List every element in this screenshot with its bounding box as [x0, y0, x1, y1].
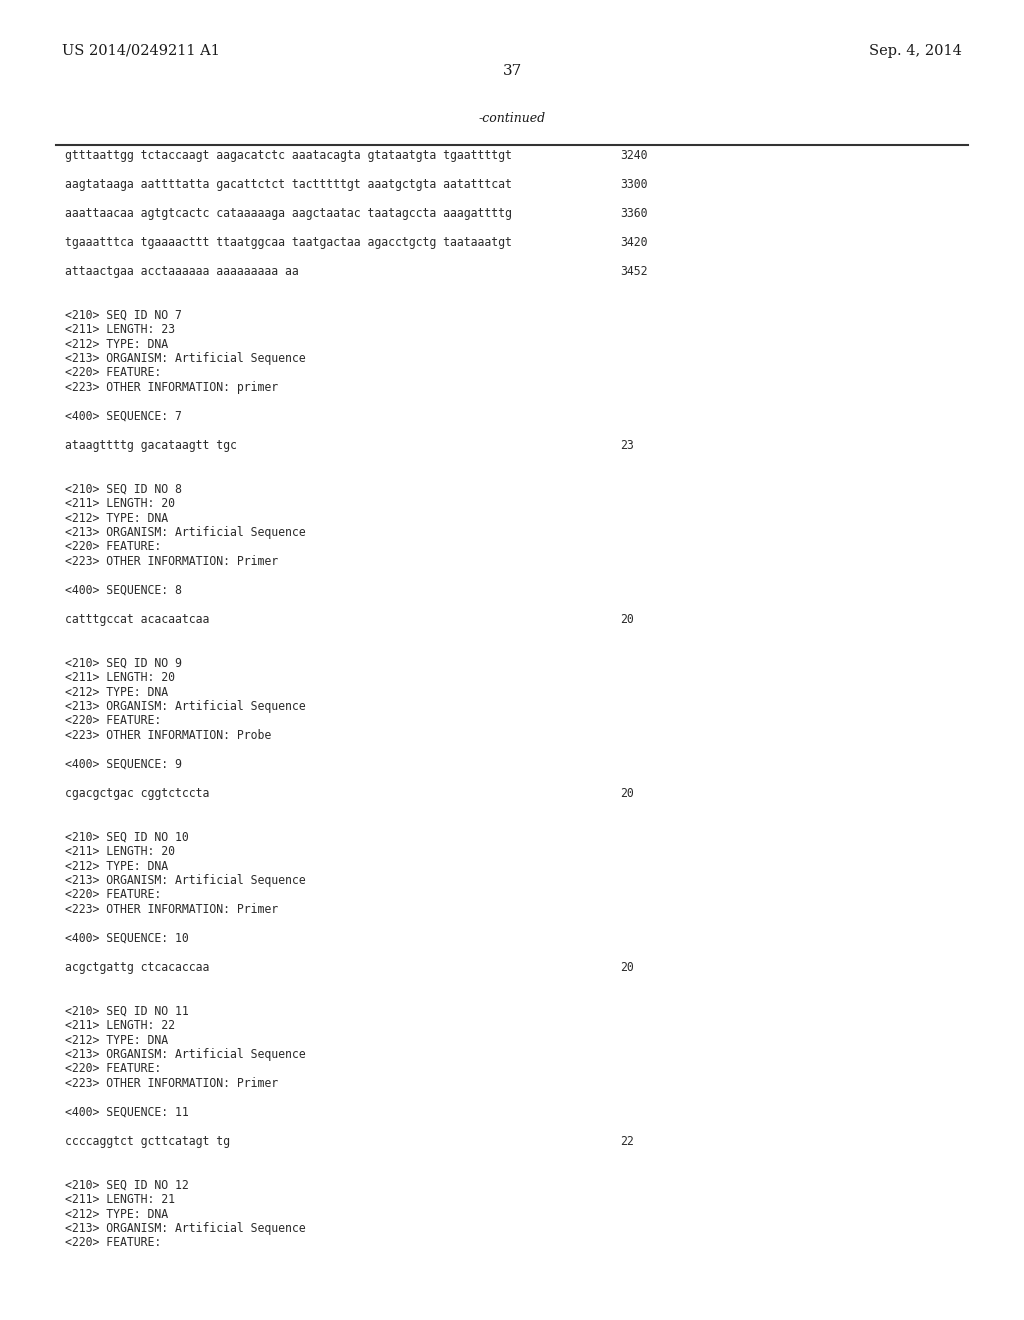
Text: <211> LENGTH: 20: <211> LENGTH: 20 — [65, 845, 175, 858]
Text: <211> LENGTH: 21: <211> LENGTH: 21 — [65, 1193, 175, 1206]
Text: <211> LENGTH: 23: <211> LENGTH: 23 — [65, 323, 175, 337]
Text: <400> SEQUENCE: 9: <400> SEQUENCE: 9 — [65, 758, 182, 771]
Text: <212> TYPE: DNA: <212> TYPE: DNA — [65, 511, 168, 524]
Text: <223> OTHER INFORMATION: Primer: <223> OTHER INFORMATION: Primer — [65, 1077, 279, 1090]
Text: <220> FEATURE:: <220> FEATURE: — [65, 714, 161, 727]
Text: <210> SEQ ID NO 12: <210> SEQ ID NO 12 — [65, 1179, 188, 1192]
Text: <400> SEQUENCE: 10: <400> SEQUENCE: 10 — [65, 932, 188, 945]
Text: tgaaatttca tgaaaacttt ttaatggcaa taatgactaa agacctgctg taataaatgt: tgaaatttca tgaaaacttt ttaatggcaa taatgac… — [65, 236, 512, 249]
Text: <220> FEATURE:: <220> FEATURE: — [65, 1063, 161, 1076]
Text: <223> OTHER INFORMATION: Primer: <223> OTHER INFORMATION: Primer — [65, 554, 279, 568]
Text: <210> SEQ ID NO 7: <210> SEQ ID NO 7 — [65, 309, 182, 322]
Text: <220> FEATURE:: <220> FEATURE: — [65, 540, 161, 553]
Text: <210> SEQ ID NO 9: <210> SEQ ID NO 9 — [65, 656, 182, 669]
Text: <213> ORGANISM: Artificial Sequence: <213> ORGANISM: Artificial Sequence — [65, 352, 305, 366]
Text: <210> SEQ ID NO 8: <210> SEQ ID NO 8 — [65, 483, 182, 495]
Text: <213> ORGANISM: Artificial Sequence: <213> ORGANISM: Artificial Sequence — [65, 525, 305, 539]
Text: <223> OTHER INFORMATION: Primer: <223> OTHER INFORMATION: Primer — [65, 903, 279, 916]
Text: ccccaggtct gcttcatagt tg: ccccaggtct gcttcatagt tg — [65, 1135, 230, 1148]
Text: <210> SEQ ID NO 10: <210> SEQ ID NO 10 — [65, 830, 188, 843]
Text: <212> TYPE: DNA: <212> TYPE: DNA — [65, 1208, 168, 1221]
Text: <211> LENGTH: 20: <211> LENGTH: 20 — [65, 498, 175, 510]
Text: catttgccat acacaatcaa: catttgccat acacaatcaa — [65, 612, 209, 626]
Text: <213> ORGANISM: Artificial Sequence: <213> ORGANISM: Artificial Sequence — [65, 1048, 305, 1061]
Text: 3240: 3240 — [620, 149, 647, 162]
Text: <223> OTHER INFORMATION: Probe: <223> OTHER INFORMATION: Probe — [65, 729, 271, 742]
Text: -continued: -continued — [478, 112, 546, 125]
Text: 20: 20 — [620, 961, 634, 974]
Text: 23: 23 — [620, 440, 634, 451]
Text: acgctgattg ctcacaccaa: acgctgattg ctcacaccaa — [65, 961, 209, 974]
Text: <220> FEATURE:: <220> FEATURE: — [65, 1237, 161, 1250]
Text: <212> TYPE: DNA: <212> TYPE: DNA — [65, 859, 168, 873]
Text: <213> ORGANISM: Artificial Sequence: <213> ORGANISM: Artificial Sequence — [65, 1222, 305, 1236]
Text: 3452: 3452 — [620, 265, 647, 279]
Text: ataagttttg gacataagtt tgc: ataagttttg gacataagtt tgc — [65, 440, 237, 451]
Text: <213> ORGANISM: Artificial Sequence: <213> ORGANISM: Artificial Sequence — [65, 700, 305, 713]
Text: attaactgaa acctaaaaaa aaaaaaaaa aa: attaactgaa acctaaaaaa aaaaaaaaa aa — [65, 265, 299, 279]
Text: 3360: 3360 — [620, 207, 647, 220]
Text: 3300: 3300 — [620, 178, 647, 191]
Text: cgacgctgac cggtctccta: cgacgctgac cggtctccta — [65, 787, 209, 800]
Text: <213> ORGANISM: Artificial Sequence: <213> ORGANISM: Artificial Sequence — [65, 874, 305, 887]
Text: <220> FEATURE:: <220> FEATURE: — [65, 888, 161, 902]
Text: gtttaattgg tctaccaagt aagacatctc aaatacagta gtataatgta tgaattttgt: gtttaattgg tctaccaagt aagacatctc aaataca… — [65, 149, 512, 162]
Text: 20: 20 — [620, 787, 634, 800]
Text: Sep. 4, 2014: Sep. 4, 2014 — [869, 44, 962, 58]
Text: <400> SEQUENCE: 11: <400> SEQUENCE: 11 — [65, 1106, 188, 1119]
Text: 20: 20 — [620, 612, 634, 626]
Text: <220> FEATURE:: <220> FEATURE: — [65, 367, 161, 380]
Text: <211> LENGTH: 22: <211> LENGTH: 22 — [65, 1019, 175, 1032]
Text: <212> TYPE: DNA: <212> TYPE: DNA — [65, 685, 168, 698]
Text: <212> TYPE: DNA: <212> TYPE: DNA — [65, 338, 168, 351]
Text: 22: 22 — [620, 1135, 634, 1148]
Text: <223> OTHER INFORMATION: primer: <223> OTHER INFORMATION: primer — [65, 381, 279, 393]
Text: 37: 37 — [503, 63, 521, 78]
Text: aagtataaga aattttatta gacattctct tactttttgt aaatgctgta aatatttcat: aagtataaga aattttatta gacattctct tactttt… — [65, 178, 512, 191]
Text: <400> SEQUENCE: 8: <400> SEQUENCE: 8 — [65, 583, 182, 597]
Text: US 2014/0249211 A1: US 2014/0249211 A1 — [62, 44, 220, 58]
Text: <210> SEQ ID NO 11: <210> SEQ ID NO 11 — [65, 1005, 188, 1018]
Text: <400> SEQUENCE: 7: <400> SEQUENCE: 7 — [65, 411, 182, 422]
Text: <212> TYPE: DNA: <212> TYPE: DNA — [65, 1034, 168, 1047]
Text: 3420: 3420 — [620, 236, 647, 249]
Text: <211> LENGTH: 20: <211> LENGTH: 20 — [65, 671, 175, 684]
Text: aaattaacaa agtgtcactc cataaaaaga aagctaatac taatagccta aaagattttg: aaattaacaa agtgtcactc cataaaaaga aagctaa… — [65, 207, 512, 220]
